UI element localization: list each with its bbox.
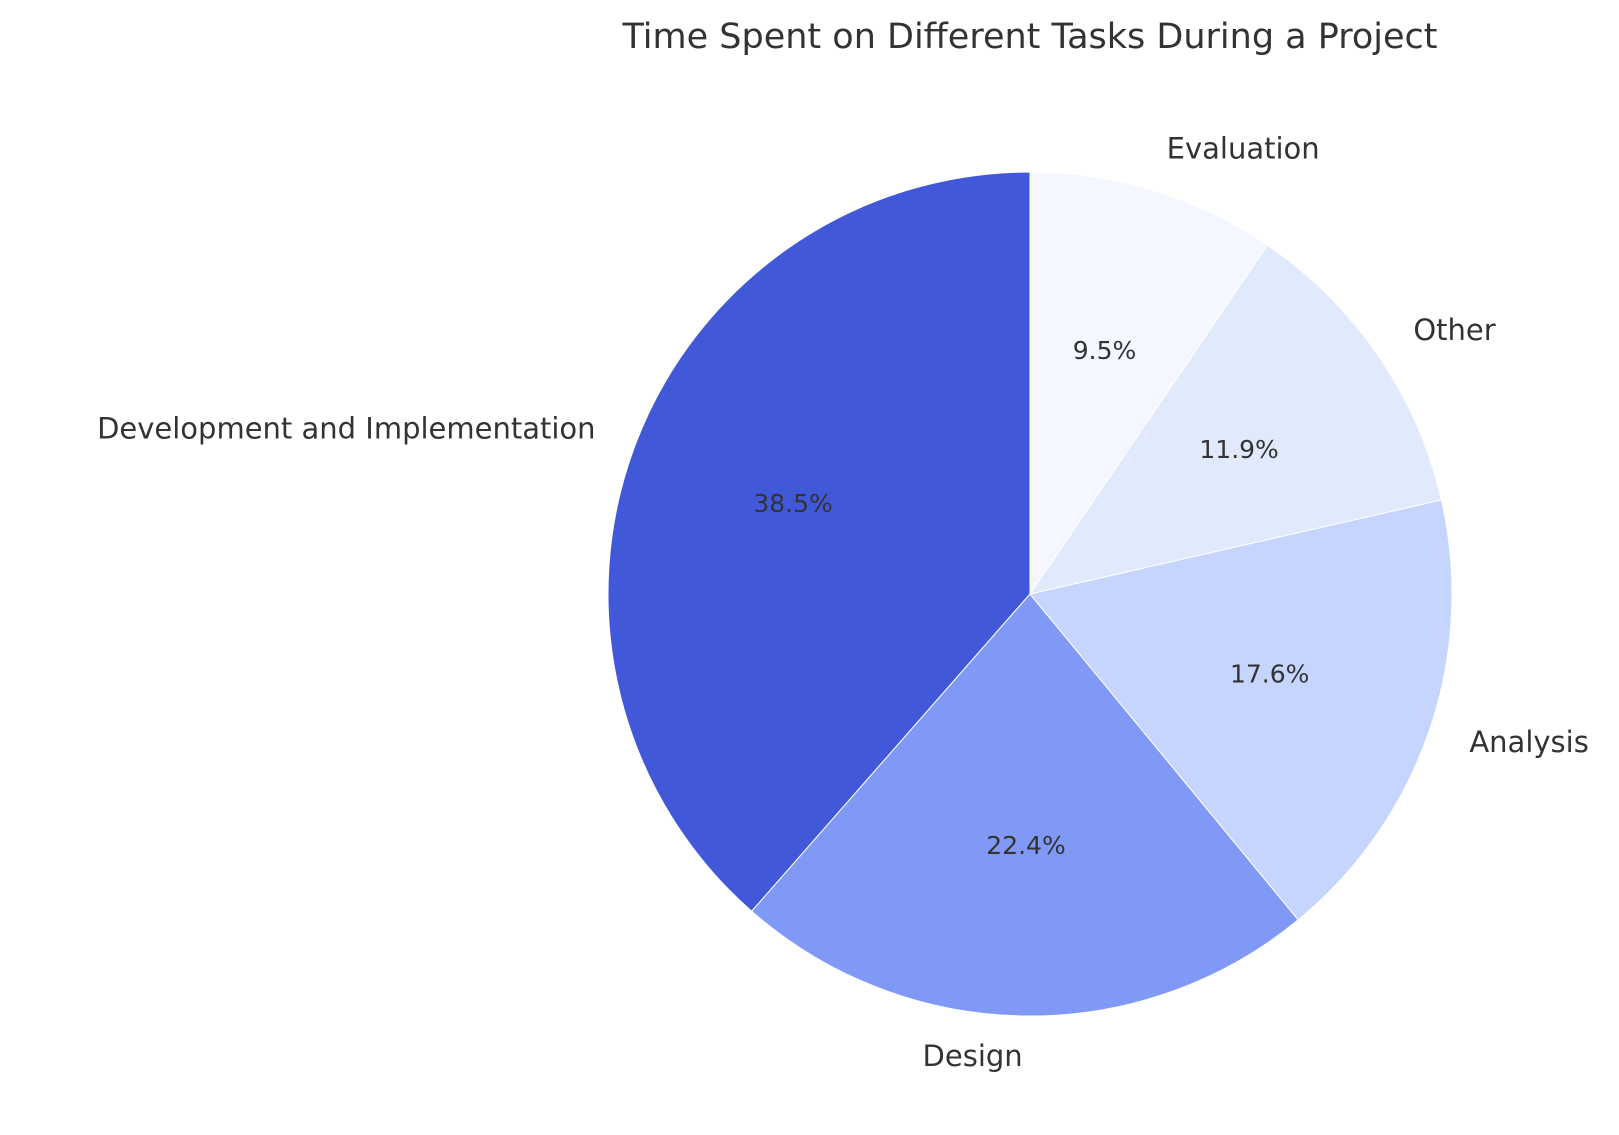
slice-label-design: Design bbox=[923, 1039, 1023, 1073]
pie-slice-other bbox=[1028, 244, 1442, 595]
labels-layer: Development and Implementation 38.5% Desig… bbox=[97, 131, 1589, 1073]
slice-percent-analysis: 17.6% bbox=[1230, 660, 1309, 689]
slice-percent-evaluation: 9.5% bbox=[1073, 336, 1137, 365]
slice-label-development-and-implementation: Development and Implementation bbox=[97, 411, 596, 445]
chart-title: Time Spent on Different Tasks During a P… bbox=[622, 17, 1438, 57]
slice-percent-design: 22.4% bbox=[986, 831, 1065, 860]
pie-slice-design bbox=[750, 593, 1299, 1017]
slice-label-analysis: Analysis bbox=[1469, 725, 1588, 759]
pie-slice-analysis bbox=[1029, 499, 1453, 921]
slice-label-other: Other bbox=[1413, 313, 1495, 347]
slices-layer bbox=[607, 171, 1453, 1017]
pie-slice-evaluation bbox=[1029, 171, 1269, 596]
pie-slice-development-and-implementation bbox=[607, 171, 1031, 912]
slice-percent-development-and-implementation: 38.5% bbox=[753, 489, 832, 518]
slice-percent-other: 11.9% bbox=[1199, 435, 1278, 464]
slice-label-evaluation: Evaluation bbox=[1167, 131, 1320, 165]
